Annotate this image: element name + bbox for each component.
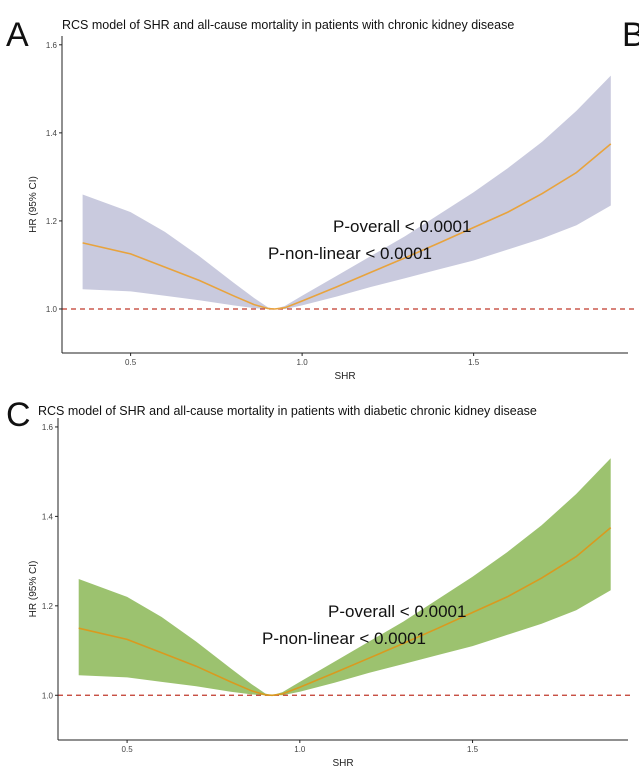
chart-plot-a: 1.0 1.2 1.4 1.6 0.5 1.0 1.5 SHR HR (95% CI) P-ove… [28,36,634,382]
panel-c: C RCS model of SHR and all-cause mortali… [0,388,639,776]
p-value-annotation: P-overall < 0.0001 [328,602,466,621]
series-line-hr [78,526,612,697]
x-tick-label: 1.5 [468,358,480,367]
x-tick-label: 1.0 [297,358,309,367]
y-tick-label: 1.4 [42,512,54,521]
x-tick-label: 0.5 [122,745,134,754]
x-axis-title: SHR [332,758,353,769]
panel-letter: A [6,16,29,54]
y-tick-label: 1.0 [46,305,58,314]
chart-title: RCS model of SHR and all-cause mortality… [38,404,537,418]
panel-letter-neighbor: B [622,16,639,54]
x-tick-label: 1.0 [294,745,306,754]
y-axis-title: HR (95% CI) [28,561,39,618]
x-axis-title: SHR [334,371,355,382]
series-line-hr [82,143,612,310]
p-value-annotation: P-non-linear < 0.0001 [268,244,432,263]
y-tick-label: 1.2 [46,217,58,226]
y-tick-label: 1.2 [42,602,54,611]
confidence-band [82,75,611,309]
x-tick-label: 1.5 [467,745,479,754]
y-tick-label: 1.6 [42,423,54,432]
x-tick-label: 0.5 [125,358,137,367]
chart-title: RCS model of SHR and all-cause mortality… [62,18,515,32]
panel-a: A B RCS model of SHR and all-cause morta… [6,16,639,382]
p-value-annotation: P-overall < 0.0001 [333,217,471,236]
p-value-annotation: P-non-linear < 0.0001 [262,629,426,648]
y-tick-label: 1.4 [46,129,58,138]
panel-letter: C [6,396,31,434]
y-tick-label: 1.0 [42,691,54,700]
confidence-band [78,458,611,696]
y-axis-title: HR (95% CI) [28,176,39,233]
y-tick-label: 1.6 [46,41,58,50]
chart-plot-c: 1.0 1.2 1.4 1.6 0.5 1.0 1.5 SHR HR (95% CI) P-ove… [28,418,634,769]
